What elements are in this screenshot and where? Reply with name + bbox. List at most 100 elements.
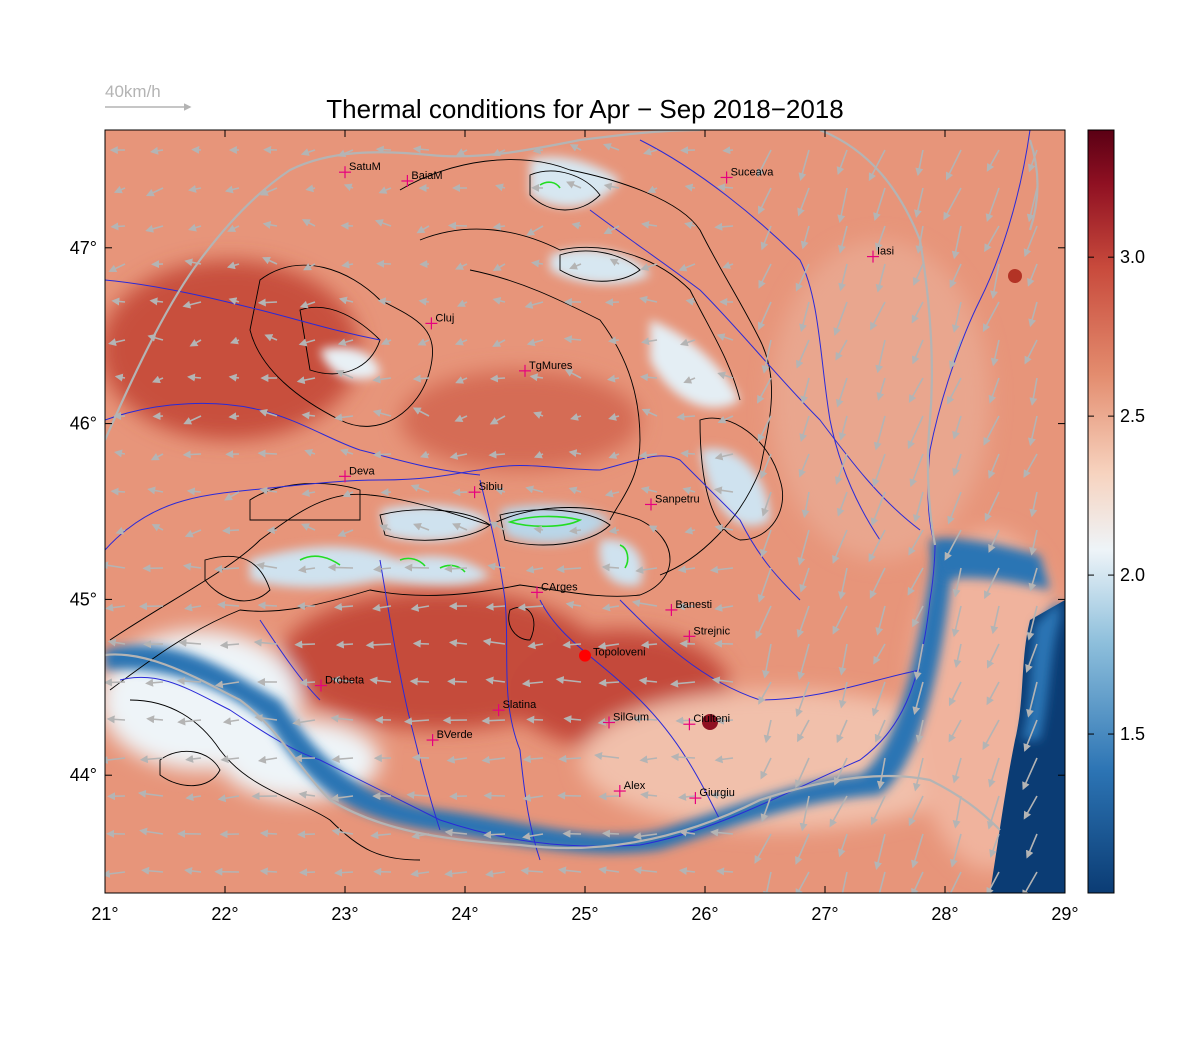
- wind-arrow: [908, 795, 924, 827]
- wind-arrow: [259, 867, 278, 876]
- wind-arrow: [907, 567, 924, 596]
- wind-arrow: [188, 185, 202, 193]
- wind-arrow: [944, 529, 962, 561]
- wind-arrow: [598, 866, 620, 875]
- wind-arrow: [299, 678, 316, 687]
- wind-arrow: [639, 373, 658, 382]
- wind-arrow: [455, 376, 468, 384]
- wind-arrow: [801, 491, 810, 519]
- wind-arrow: [602, 143, 620, 151]
- wind-arrow: [984, 491, 1000, 522]
- wind-arrow: [489, 521, 506, 531]
- wind-arrow: [875, 339, 886, 374]
- wind-arrow: [337, 529, 354, 538]
- wind-arrow: [948, 681, 962, 707]
- wind-arrow: [639, 295, 658, 304]
- wind-arrow: [485, 602, 506, 611]
- wind-arrow: [680, 449, 696, 458]
- wind-arrow: [677, 565, 696, 574]
- peak-contours: [299, 181, 629, 573]
- wind-arrow: [1028, 567, 1038, 592]
- wind-arrow: [873, 415, 886, 451]
- wind-arrow: [114, 449, 126, 458]
- wind-arrow: [483, 791, 506, 800]
- wind-arrow: [716, 867, 734, 876]
- wind-arrow: [301, 219, 316, 227]
- wind-arrow: [485, 676, 506, 685]
- wind-arrow: [412, 374, 430, 383]
- wind-arrow: [758, 187, 772, 215]
- wind-arrow: [755, 605, 772, 640]
- wind-arrow: [684, 526, 696, 535]
- wind-arrow: [641, 337, 658, 346]
- wind-arrow: [949, 263, 962, 289]
- wind-arrow: [411, 831, 430, 840]
- wind-arrow: [953, 643, 962, 668]
- wind-arrow: [229, 336, 240, 345]
- wind-arrow: [114, 373, 126, 382]
- wind-arrow: [633, 866, 658, 875]
- wind-arrow: [835, 377, 848, 408]
- colorbar-ticks: 3.0 2.5 2.0 1.5: [1088, 247, 1145, 744]
- wind-arrow: [556, 565, 582, 574]
- wind-arrow: [375, 145, 392, 154]
- wind-arrow: [256, 561, 278, 570]
- wind-arrow: [489, 374, 506, 383]
- wind-arrow: [711, 676, 734, 685]
- wind-arrow: [334, 868, 354, 877]
- wind-arrow: [608, 451, 620, 459]
- wind-arrow: [297, 565, 316, 574]
- wind-arrow: [943, 187, 962, 221]
- wind-arrow: [150, 146, 164, 155]
- wind-arrow: [342, 489, 354, 498]
- wind-arrow: [298, 338, 316, 347]
- wind-arrow: [217, 794, 240, 803]
- wind-arrow: [330, 714, 354, 723]
- lat-tick-label: 45°: [70, 589, 97, 609]
- wind-arrow: [608, 336, 620, 345]
- wind-arrow: [1026, 605, 1038, 641]
- wind-arrow: [525, 565, 544, 574]
- wind-arrow: [113, 185, 126, 194]
- wind-arrow: [409, 677, 430, 686]
- wind-arrow: [335, 369, 354, 379]
- wind-arrow: [105, 603, 126, 612]
- wind-arrow: [533, 411, 544, 419]
- wind-arrow: [874, 833, 886, 871]
- wind-arrow: [988, 453, 1000, 479]
- wind-arrow: [986, 871, 1000, 893]
- wind-arrow: [182, 562, 202, 571]
- wind-arrow: [304, 449, 316, 457]
- wind-arrow: [912, 757, 924, 792]
- wind-arrow: [796, 339, 810, 369]
- wind-arrow: [601, 603, 620, 612]
- wind-arrow: [913, 643, 924, 681]
- wind-arrow: [949, 833, 962, 868]
- wind-arrow: [481, 716, 506, 725]
- wind-arrow: [217, 600, 240, 609]
- wind-arrow: [1024, 339, 1038, 365]
- wind-arrow: [527, 641, 544, 650]
- wind-arrow: [604, 489, 620, 498]
- wind-arrow: [795, 871, 810, 893]
- wind-arrow: [873, 187, 886, 221]
- wind-arrow: [339, 448, 354, 457]
- wind-arrow: [372, 375, 392, 384]
- wind-arrow: [982, 301, 1000, 333]
- wind-arrow: [714, 524, 734, 532]
- wind-arrow: [257, 601, 278, 610]
- wind-arrow: [492, 148, 506, 157]
- wind-arrow: [952, 757, 962, 784]
- wind-arrow: [105, 869, 126, 878]
- wind-arrow: [907, 415, 924, 450]
- wind-arrow: [988, 529, 1000, 553]
- wind-arrow: [184, 603, 202, 612]
- wind-arrow: [455, 262, 468, 270]
- wind-arrow: [598, 792, 620, 801]
- wind-arrow: [444, 564, 468, 573]
- wind-arrow: [341, 260, 354, 269]
- wind-arrow: [676, 412, 696, 421]
- wind-arrow: [709, 565, 734, 574]
- wind-arrow: [1026, 681, 1038, 718]
- wind-arrow: [337, 338, 354, 347]
